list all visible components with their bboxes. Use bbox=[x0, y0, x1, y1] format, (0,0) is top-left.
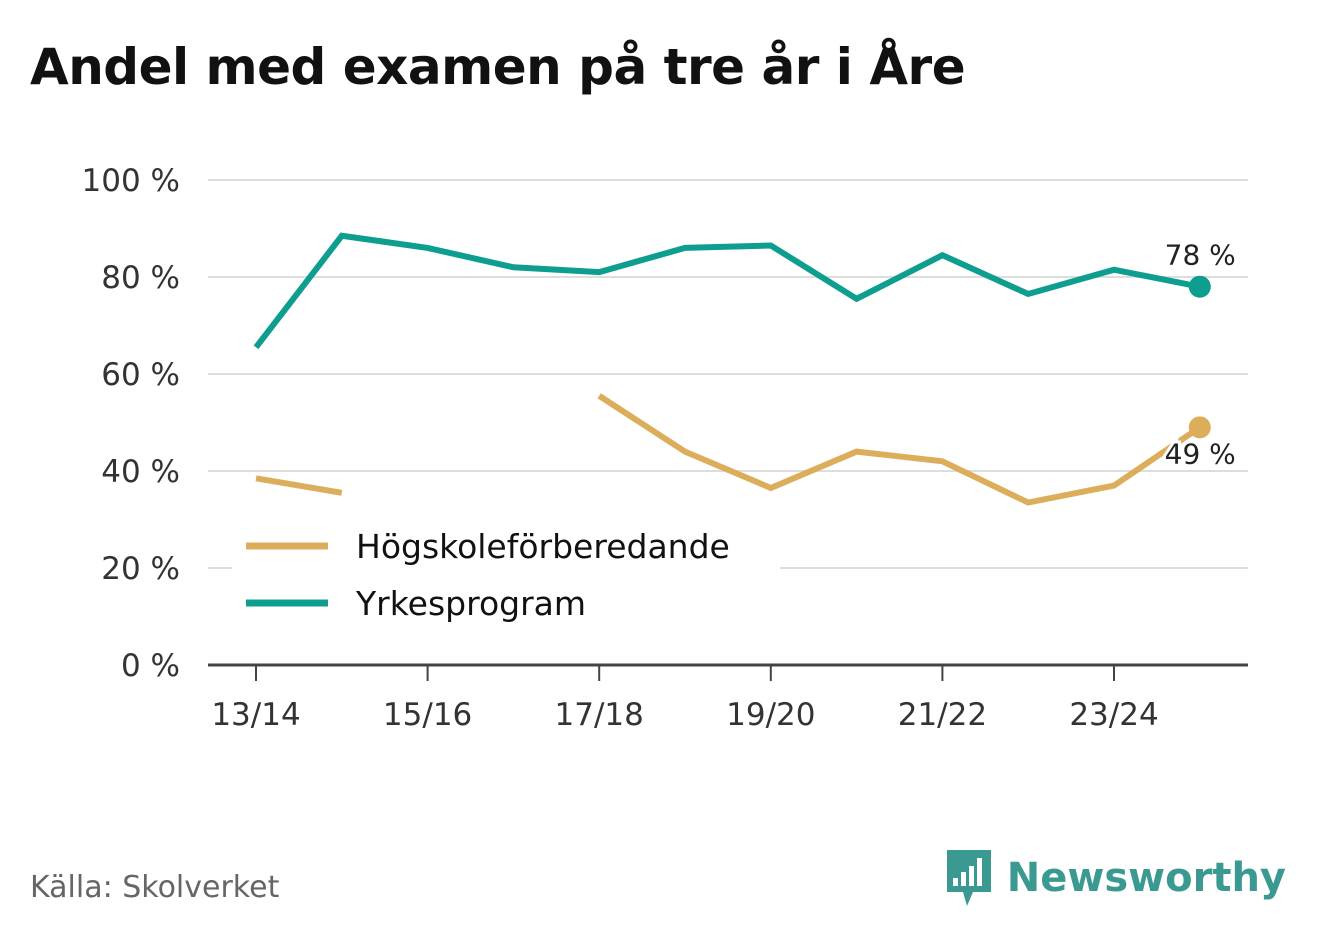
x-tick-label: 19/20 bbox=[726, 697, 815, 733]
end-point-marker bbox=[1188, 416, 1211, 439]
axes: 0 % 20 % 40 % 60 % 80 % 100 % 13/14 15/16 17/18 1… bbox=[82, 163, 1248, 733]
end-value-label: 78 % bbox=[1165, 239, 1236, 272]
y-tick-label: 20 % bbox=[101, 551, 180, 587]
chart-title: Andel med examen på tre år i Åre bbox=[30, 38, 966, 96]
x-tick-label: 17/18 bbox=[555, 697, 644, 733]
series-line bbox=[253, 232, 1201, 350]
newsworthy-logo-icon bbox=[946, 850, 991, 906]
series-lines bbox=[253, 232, 1211, 506]
x-tick-label: 13/14 bbox=[211, 697, 300, 733]
legend-label: Yrkesprogram bbox=[355, 584, 586, 623]
y-tick-label: 100 % bbox=[82, 163, 180, 199]
y-tick-label: 0 % bbox=[121, 648, 180, 684]
brand-name: Newsworthy bbox=[1006, 855, 1286, 901]
legend-label: Högskoleförberedande bbox=[356, 527, 730, 566]
end-point-marker bbox=[1188, 275, 1211, 298]
x-tick-label: 15/16 bbox=[383, 697, 472, 733]
series-line bbox=[597, 393, 1202, 506]
y-tick-label: 60 % bbox=[101, 357, 180, 393]
end-value-label: 49 % bbox=[1165, 437, 1236, 470]
y-tick-label: 40 % bbox=[101, 454, 180, 490]
legend: Högskoleförberedande Yrkesprogram bbox=[232, 520, 780, 623]
source-note: Källa: Skolverket bbox=[30, 870, 280, 905]
x-tick-label: 21/22 bbox=[898, 697, 987, 733]
end-labels: 49 % 78 % bbox=[1162, 236, 1239, 474]
brand[interactable]: Newsworthy bbox=[945, 848, 1286, 908]
y-tick-label: 80 % bbox=[101, 260, 180, 296]
x-tick-label: 23/24 bbox=[1069, 697, 1158, 733]
series-line bbox=[255, 475, 343, 496]
